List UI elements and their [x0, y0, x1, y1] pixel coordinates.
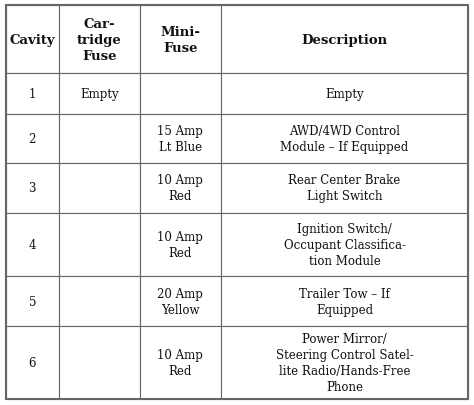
Text: Trailer Tow – If
Equipped: Trailer Tow – If Equipped [299, 287, 390, 316]
Bar [140, 213, 221, 277]
Text: Car-
tridge
Fuse: Car- tridge Fuse [77, 18, 122, 63]
Bar [59, 326, 140, 399]
Bar [6, 277, 59, 326]
Bar [6, 164, 59, 213]
Text: 2: 2 [28, 132, 36, 145]
Text: Power Mirror/
Steering Control Satel-
lite Radio/Hands-Free
Phone: Power Mirror/ Steering Control Satel- li… [275, 332, 413, 393]
Text: 3: 3 [28, 182, 36, 195]
Bar [6, 74, 59, 114]
Text: Description: Description [301, 34, 388, 47]
Text: 4: 4 [28, 239, 36, 252]
Bar [59, 164, 140, 213]
Bar [221, 74, 468, 114]
Bar [221, 277, 468, 326]
Bar [221, 326, 468, 399]
Text: Empty: Empty [80, 88, 118, 101]
Bar [221, 164, 468, 213]
Text: 5: 5 [28, 295, 36, 308]
Text: Rear Center Brake
Light Switch: Rear Center Brake Light Switch [289, 174, 401, 203]
Bar [221, 114, 468, 164]
Bar [6, 213, 59, 277]
Bar [6, 326, 59, 399]
Text: 10 Amp
Red: 10 Amp Red [157, 230, 203, 259]
Text: 1: 1 [28, 88, 36, 101]
Text: AWD/4WD Control
Module – If Equipped: AWD/4WD Control Module – If Equipped [281, 124, 409, 153]
Text: 15 Amp
Lt Blue: 15 Amp Lt Blue [157, 124, 203, 153]
Text: 10 Amp
Red: 10 Amp Red [157, 174, 203, 203]
Text: 6: 6 [28, 356, 36, 369]
Bar [140, 114, 221, 164]
Bar [59, 6, 140, 74]
Bar [59, 277, 140, 326]
Bar [140, 277, 221, 326]
Bar [59, 74, 140, 114]
Text: 20 Amp
Yellow: 20 Amp Yellow [157, 287, 203, 316]
Text: Cavity: Cavity [9, 34, 55, 47]
Bar [59, 114, 140, 164]
Bar [59, 213, 140, 277]
Bar [140, 74, 221, 114]
Bar [140, 326, 221, 399]
Bar [140, 164, 221, 213]
Bar [221, 6, 468, 74]
Bar [140, 6, 221, 74]
Bar [6, 114, 59, 164]
Text: Mini-
Fuse: Mini- Fuse [160, 26, 201, 55]
Text: 10 Amp
Red: 10 Amp Red [157, 348, 203, 377]
Text: Ignition Switch/
Occupant Classifica-
tion Module: Ignition Switch/ Occupant Classifica- ti… [283, 222, 406, 267]
Text: Empty: Empty [325, 88, 364, 101]
Bar [6, 6, 59, 74]
Bar [221, 213, 468, 277]
